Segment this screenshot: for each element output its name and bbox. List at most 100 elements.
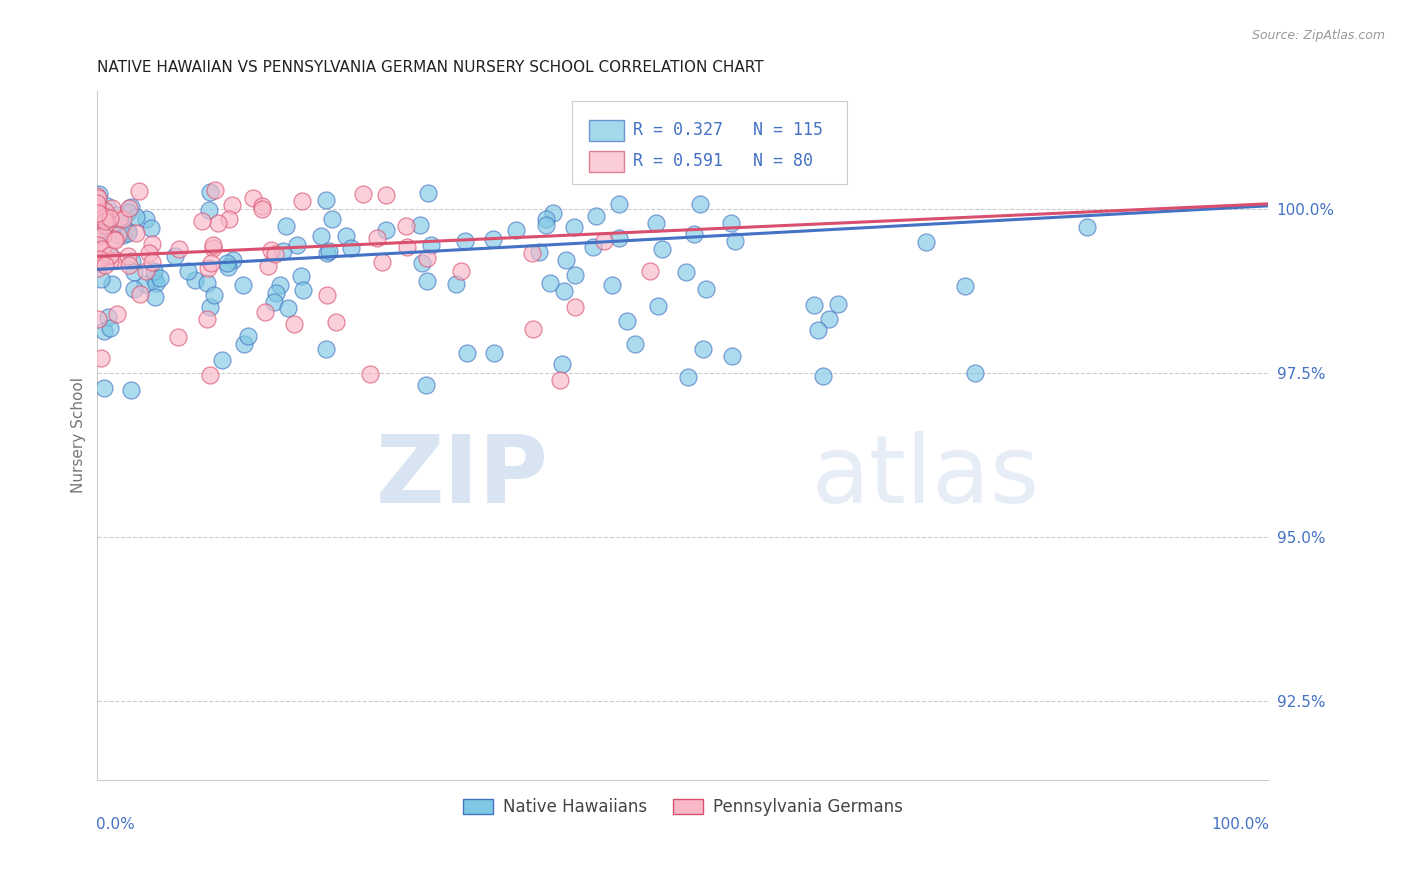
Point [87,191,110,205]
Point [121,254,143,268]
Point [89,186,111,201]
Point [138,245,160,260]
Point [118,258,141,272]
Point [315,245,337,260]
Text: 100.0%: 100.0% [1212,817,1270,832]
Text: R = 0.591   N = 80: R = 0.591 N = 80 [633,153,813,170]
Point [98,247,121,261]
Point [222,252,245,267]
Point [86,238,108,252]
Point [98,211,121,225]
Point [551,357,574,371]
Point [554,253,576,268]
Point [120,200,142,214]
Point [291,194,314,209]
Point [87,260,110,275]
Point [1076,219,1098,234]
Text: atlas: atlas [811,431,1040,523]
Point [98,248,121,262]
Point [200,255,222,269]
Point [202,288,225,302]
Point [366,231,388,245]
Point [257,259,280,273]
Point [915,235,938,249]
Point [202,238,225,252]
Point [108,211,131,225]
Point [564,268,586,283]
Point [97,310,120,324]
Point [105,252,128,267]
Point [93,209,115,223]
Point [117,249,139,263]
Point [682,227,704,242]
Point [315,342,337,356]
Point [415,377,437,392]
Point [111,211,134,226]
Point [129,287,152,301]
Point [183,273,205,287]
Point [277,301,299,315]
Point [553,284,575,298]
Point [963,366,986,380]
Point [616,314,638,328]
Point [93,381,115,395]
Point [118,202,141,216]
Point [522,322,544,336]
Point [195,312,218,326]
Point [450,264,472,278]
Point [593,234,616,248]
Point [122,282,145,296]
Point [607,196,630,211]
Point [134,277,156,292]
Point [91,244,114,258]
Point [207,216,229,230]
Point [359,368,381,382]
Point [309,229,332,244]
FancyBboxPatch shape [572,102,846,184]
Point [87,223,110,237]
Point [103,232,125,246]
Point [167,329,190,343]
Point [204,183,226,197]
Point [141,255,163,269]
Point [117,224,139,238]
Point [644,216,666,230]
Point [125,227,148,241]
Point [254,305,277,319]
Point [142,271,165,285]
Point [236,329,259,343]
Point [675,265,697,279]
Point [135,211,157,226]
Point [375,187,398,202]
Point [191,214,214,228]
Point [264,286,287,301]
Point [325,315,347,329]
Point [416,252,439,266]
Point [96,198,118,212]
Point [198,301,221,315]
Point [651,242,673,256]
Point [86,196,108,211]
Point [197,202,219,217]
Point [269,277,291,292]
Point [352,186,374,201]
Point [276,219,298,234]
Point [89,252,111,267]
Point [195,277,218,291]
Point [105,307,128,321]
Y-axis label: Nursery School: Nursery School [72,377,86,493]
Point [409,218,432,232]
Point [252,199,274,213]
Point [720,216,742,230]
Point [522,246,544,260]
Point [395,219,418,234]
Point [260,243,283,257]
Point [263,294,285,309]
FancyBboxPatch shape [589,151,624,171]
Point [120,383,142,397]
Point [98,254,121,268]
Point [105,208,128,222]
Point [418,186,440,200]
Point [955,279,977,293]
Point [149,271,172,285]
